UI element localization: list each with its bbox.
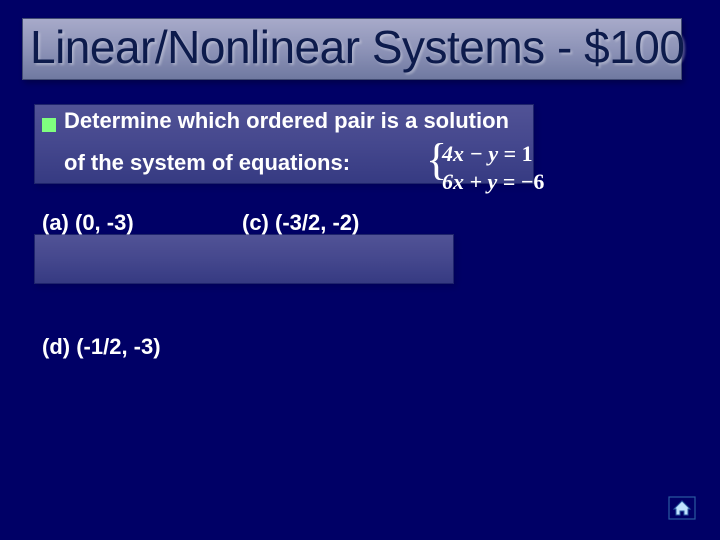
answer-choices: (a) (0, -3) (c) (-3/2, -2)	[42, 210, 359, 236]
equation-1-rhs: = 1	[504, 141, 533, 166]
left-brace-icon: {	[426, 138, 447, 182]
home-button[interactable]	[668, 496, 696, 520]
question-line-2: of the system of equations:	[64, 150, 350, 176]
home-icon	[668, 496, 696, 520]
choice-a: (a) (0, -3)	[42, 210, 242, 236]
system-of-equations: { 4x − y = 1 6x + y = −6	[442, 140, 544, 195]
bullet-icon	[42, 118, 56, 132]
question-line-1: Determine which ordered pair is a soluti…	[64, 108, 509, 134]
slide-title: Linear/Nonlinear Systems - $100	[30, 20, 684, 74]
equation-2-rhs: = −6	[503, 169, 545, 194]
equation-2-lhs: 6x + y	[442, 169, 497, 194]
equation-1-lhs: 4x − y	[442, 141, 498, 166]
choice-c: (c) (-3/2, -2)	[242, 210, 359, 236]
revealed-answer: (d) (-1/2, -3)	[42, 334, 161, 360]
overlay-panel-choices	[34, 234, 454, 284]
